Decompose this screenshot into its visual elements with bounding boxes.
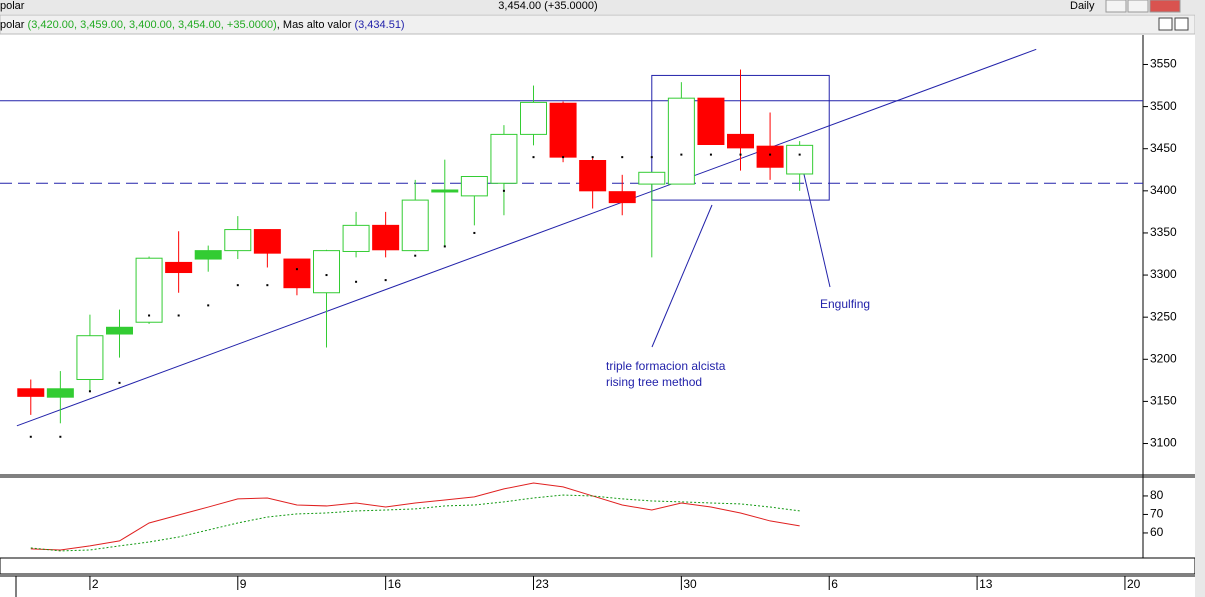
legend-symbol: polar bbox=[0, 19, 25, 31]
marker bbox=[118, 381, 121, 384]
marker bbox=[88, 390, 91, 393]
trendline bbox=[16, 48, 1037, 427]
y-tick-label: 3250 bbox=[1150, 309, 1177, 323]
title-bar bbox=[0, 0, 1205, 14]
marker bbox=[355, 280, 358, 283]
y-tick-label: 3500 bbox=[1150, 99, 1177, 113]
y-tick-label: 60 bbox=[1150, 525, 1164, 539]
candle-body bbox=[460, 176, 488, 197]
annotation-arrow bbox=[802, 169, 831, 288]
x-tick-label: 13 bbox=[979, 577, 993, 591]
marker bbox=[591, 156, 594, 159]
marker bbox=[266, 284, 269, 287]
annotation-arrow bbox=[651, 204, 713, 348]
marker bbox=[384, 279, 387, 282]
candle-body bbox=[401, 199, 429, 252]
candle-body bbox=[786, 144, 814, 175]
y-tick-label: 3400 bbox=[1150, 183, 1177, 197]
candle-body bbox=[549, 102, 577, 158]
annotation: Engulfing bbox=[820, 297, 870, 311]
x-tick-label: 9 bbox=[240, 577, 247, 591]
quote: 3,454.00 (+35.0000) bbox=[498, 0, 597, 12]
marker bbox=[177, 314, 180, 317]
legend-ma: Mas alto valor bbox=[283, 19, 352, 31]
x-tick-label: 20 bbox=[1127, 577, 1141, 591]
legend: polar (3,420.00, 3,459.00, 3,400.00, 3,4… bbox=[0, 19, 405, 31]
candle-body bbox=[106, 326, 134, 335]
candle-body bbox=[490, 133, 518, 184]
marker bbox=[236, 284, 239, 287]
scrollbar bbox=[1195, 0, 1205, 597]
candle-body bbox=[135, 257, 163, 323]
y-tick-label: 70 bbox=[1150, 507, 1164, 521]
marker bbox=[295, 268, 298, 271]
marker bbox=[59, 435, 62, 438]
legend-ma-value: (3,434.51) bbox=[354, 19, 404, 31]
marker bbox=[562, 156, 565, 159]
y-tick-label: 3550 bbox=[1150, 57, 1177, 71]
annotation: triple formacion alcista bbox=[606, 359, 726, 373]
candle-body bbox=[342, 224, 370, 252]
marker bbox=[473, 231, 476, 234]
x-tick-label: 30 bbox=[683, 577, 697, 591]
scroll-area bbox=[0, 557, 1196, 575]
marker bbox=[325, 274, 328, 277]
marker bbox=[148, 314, 151, 317]
candle-body bbox=[283, 258, 311, 289]
candle-body bbox=[756, 145, 784, 168]
marker bbox=[798, 153, 801, 156]
y-tick-label: 3350 bbox=[1150, 225, 1177, 239]
maximize-button[interactable] bbox=[1158, 17, 1173, 31]
marker bbox=[532, 156, 535, 159]
legend-ohlc: (3,420.00, 3,459.00, 3,400.00, 3,454.00,… bbox=[28, 19, 277, 31]
indicator-line bbox=[30, 494, 800, 552]
candle-body bbox=[165, 261, 193, 274]
marker bbox=[680, 153, 683, 156]
candle-body bbox=[608, 191, 636, 204]
candle-body bbox=[313, 250, 341, 294]
marker bbox=[443, 245, 446, 248]
candle-body bbox=[194, 250, 222, 260]
x-tick-label: 16 bbox=[388, 577, 402, 591]
y-tick-label: 3450 bbox=[1150, 141, 1177, 155]
y-tick-label: 3100 bbox=[1150, 436, 1177, 450]
marker bbox=[739, 153, 742, 156]
marker bbox=[29, 435, 32, 438]
candle-body bbox=[431, 189, 459, 193]
candle-body bbox=[224, 229, 252, 252]
candle-body bbox=[697, 97, 725, 146]
indicator-line bbox=[30, 482, 800, 551]
annotation: rising tree method bbox=[606, 375, 702, 389]
candle-body bbox=[17, 388, 45, 397]
x-tick-label: 23 bbox=[536, 577, 550, 591]
marker bbox=[709, 153, 712, 156]
y-tick-label: 3200 bbox=[1150, 351, 1177, 365]
candle-body bbox=[638, 171, 666, 185]
y-tick-label: 3300 bbox=[1150, 267, 1177, 281]
marker bbox=[621, 156, 624, 159]
x-tick-label: 6 bbox=[831, 577, 838, 591]
candle-body bbox=[579, 160, 607, 192]
close-button[interactable] bbox=[1174, 17, 1189, 31]
y-tick-label: 80 bbox=[1150, 488, 1164, 502]
y-tick-label: 3150 bbox=[1150, 394, 1177, 408]
symbol: polar bbox=[0, 0, 25, 12]
candle-body bbox=[46, 388, 74, 398]
marker bbox=[207, 304, 210, 307]
period: Daily bbox=[1070, 0, 1095, 12]
x-tick-label: 2 bbox=[92, 577, 99, 591]
marker bbox=[414, 254, 417, 257]
candle-body bbox=[253, 229, 281, 254]
candle-body bbox=[727, 133, 755, 149]
marker bbox=[769, 153, 772, 156]
candle-body bbox=[76, 335, 104, 381]
marker bbox=[650, 156, 653, 159]
candle-body bbox=[372, 224, 400, 251]
candle-body bbox=[520, 101, 548, 135]
candle-body bbox=[667, 97, 695, 185]
window-buttons[interactable] bbox=[1105, 0, 1181, 13]
marker bbox=[502, 189, 505, 192]
